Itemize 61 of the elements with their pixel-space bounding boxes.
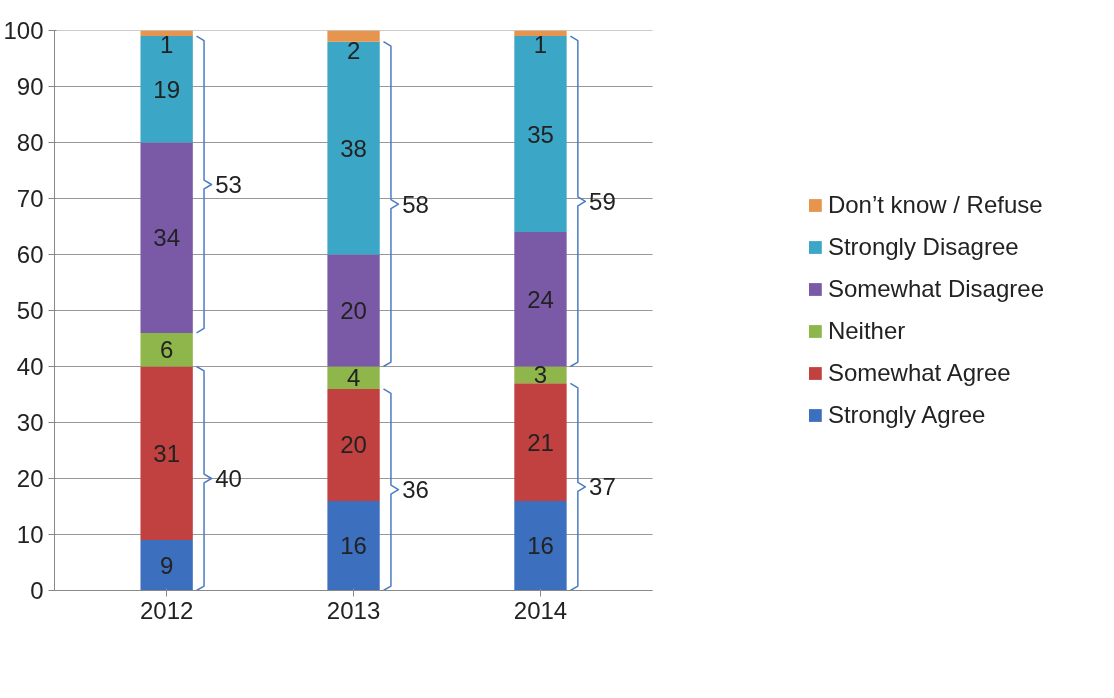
annotation: 37: [589, 473, 616, 501]
y-tick-label: 90: [16, 73, 44, 100]
data-label: 3: [533, 361, 548, 389]
data-label: 6: [159, 336, 174, 364]
y-tick-label: 80: [16, 129, 44, 156]
data-label: 24: [527, 285, 554, 313]
y-tick-label: 20: [16, 465, 44, 492]
data-label: 21: [527, 428, 554, 456]
bar: [514, 383, 567, 501]
y-tick-label: 40: [16, 353, 44, 380]
data-label: 20: [340, 297, 367, 324]
y-tick-label: 10: [16, 521, 44, 548]
y-tick-label: 50: [16, 297, 44, 324]
annotation: 36: [402, 476, 429, 504]
legend-label: Strongly Agree: [827, 401, 986, 429]
data-label: 2: [346, 36, 361, 64]
data-label: 20: [340, 431, 367, 459]
bar: [514, 232, 567, 367]
bar: [327, 41, 380, 255]
bar: [327, 500, 380, 591]
data-label: 16: [527, 532, 554, 560]
annotation: 53: [215, 171, 242, 198]
legend-label: Neither: [827, 317, 906, 345]
data-label: 4: [346, 364, 361, 392]
legend-label: Strongly Disagree: [827, 233, 1019, 261]
annotation: 58: [402, 190, 429, 218]
data-label: 31: [153, 439, 181, 467]
bar: [327, 30, 380, 42]
y-tick-label: 70: [16, 185, 44, 212]
legend-label: Don’t know / Refuse: [827, 191, 1043, 219]
bar: [140, 540, 193, 591]
data-label: 1: [533, 31, 548, 59]
x-tick-label: 2012: [139, 596, 194, 624]
x-tick-label: 2013: [326, 596, 381, 624]
data-label: 19: [153, 75, 181, 103]
y-tick-label: 100: [3, 17, 44, 44]
bar: [514, 30, 567, 37]
bar: [140, 36, 193, 143]
data-label: 1: [159, 31, 174, 59]
data-label: 35: [527, 120, 554, 148]
y-tick-label: 60: [16, 241, 44, 268]
y-tick-label: 30: [16, 409, 44, 436]
bar: [140, 30, 193, 37]
data-label: 34: [153, 224, 181, 252]
bar: [140, 366, 193, 541]
legend-label: Somewhat Agree: [827, 359, 1011, 387]
data-label: 9: [159, 551, 174, 579]
bar: [140, 142, 193, 333]
y-tick-label: 0: [30, 577, 44, 604]
data-label: 16: [340, 532, 367, 560]
bar: [514, 500, 567, 591]
legend-label: Somewhat Disagree: [827, 275, 1044, 303]
bar: [514, 36, 567, 233]
annotation: 59: [589, 187, 616, 215]
annotation: 40: [215, 465, 242, 492]
bar: [327, 254, 380, 367]
bar: [140, 332, 193, 367]
x-tick-label: 2014: [513, 596, 568, 624]
bar: [327, 366, 380, 389]
bar: [327, 388, 380, 501]
data-label: 38: [340, 134, 367, 162]
